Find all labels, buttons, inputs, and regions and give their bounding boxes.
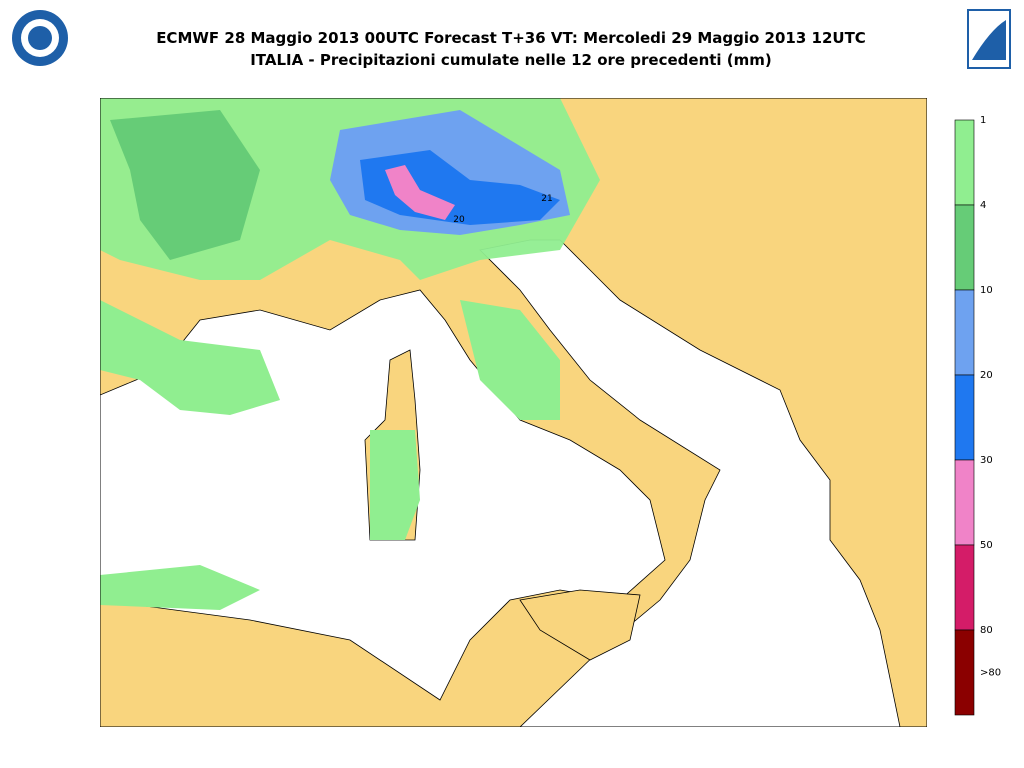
subtitle: ITALIA - Precipitazioni cumulate nelle 1… — [250, 51, 772, 69]
legend-swatch — [954, 374, 975, 461]
legend-swatch — [954, 544, 975, 631]
legend-label: 30 — [980, 455, 993, 466]
legend-label: 4 — [980, 200, 986, 211]
legend-label: 50 — [980, 540, 993, 551]
legend-swatch — [954, 629, 975, 716]
logo-left — [12, 10, 68, 66]
legend-swatch — [954, 289, 975, 376]
map: 21 20 — [100, 98, 927, 727]
title: ECMWF 28 Maggio 2013 00UTC Forecast T+36… — [156, 29, 866, 47]
legend-label: >80 — [980, 668, 1001, 679]
legend-swatch — [954, 204, 975, 291]
legend: 1 4 10 20 30 50 80 >80 — [954, 115, 1001, 716]
legend-swatch — [954, 459, 975, 546]
logo-right — [967, 9, 1011, 69]
map-label: 20 — [453, 215, 465, 225]
legend-label: 80 — [980, 625, 993, 636]
map-label: 21 — [541, 194, 552, 204]
legend-label: 10 — [980, 285, 993, 296]
legend-swatch — [954, 119, 975, 206]
legend-label: 20 — [980, 370, 993, 381]
legend-label: 1 — [980, 115, 986, 126]
